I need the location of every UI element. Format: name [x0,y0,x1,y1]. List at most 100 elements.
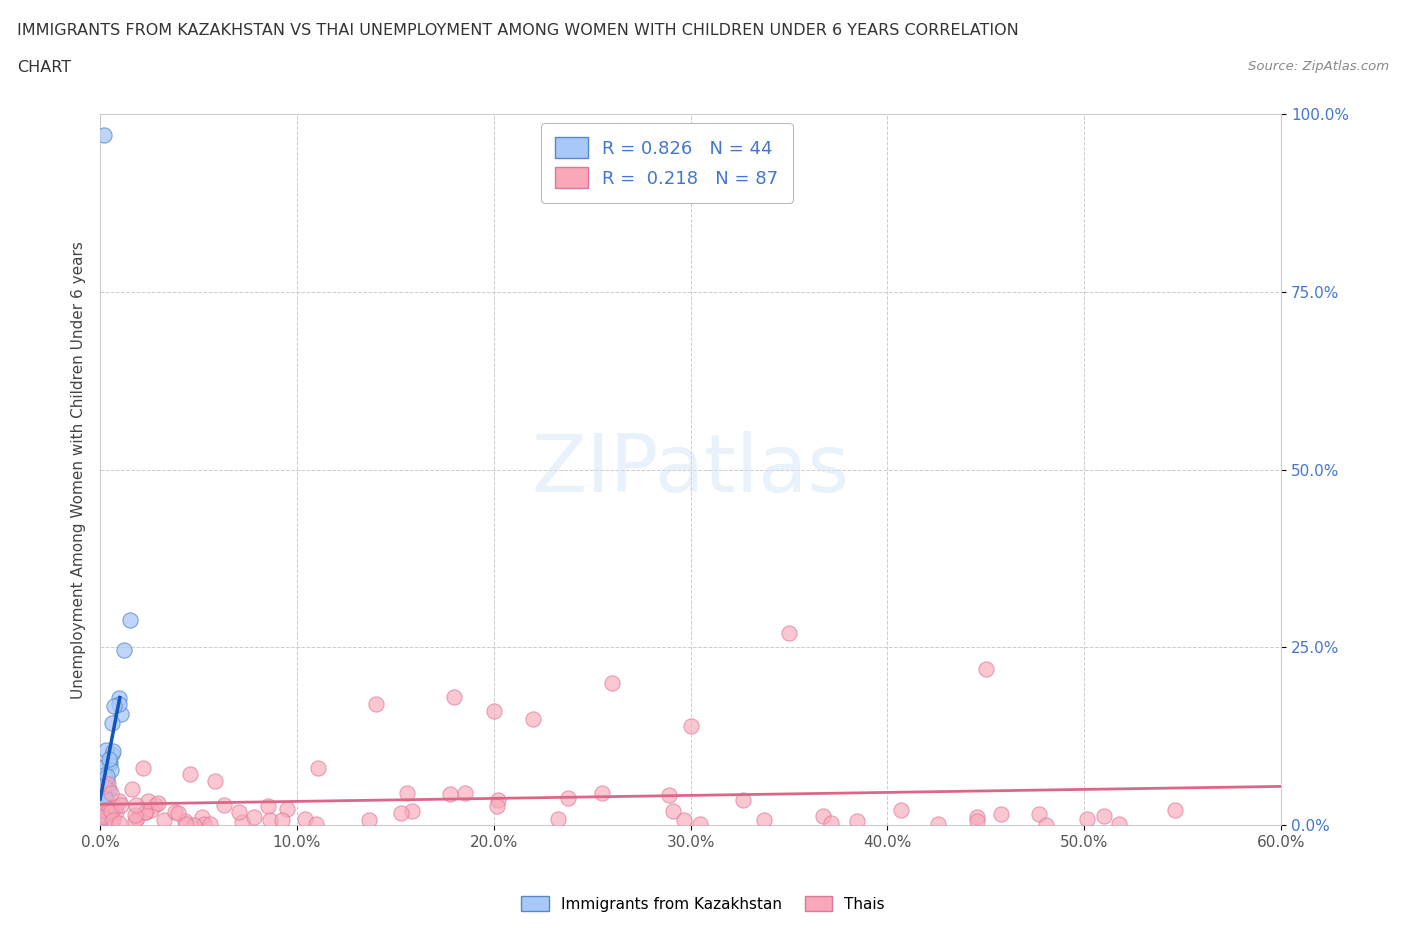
Point [389,806,412,821]
Point [104,804,127,819]
Point [257,798,280,813]
Point [890,803,912,817]
Point [813,809,835,824]
Point [91,795,114,810]
Point [482,704,505,719]
Point [93,778,115,793]
Point [124,814,146,829]
Point [974,661,997,676]
Point [689,817,711,831]
Point [259,813,281,828]
Point [100,816,122,830]
Point [401,804,423,818]
Point [135,804,157,819]
Point [96,773,118,788]
Point [179,766,201,781]
Legend: R = 0.826   N = 44, R =  0.218   N = 87: R = 0.826 N = 44, R = 0.218 N = 87 [541,123,793,203]
Point [522,711,544,726]
Point [307,761,329,776]
Point [276,802,298,817]
Point [104,800,127,815]
Point [103,699,125,714]
Point [1163,803,1185,817]
Text: ZIPatlas: ZIPatlas [531,431,849,509]
Point [672,812,695,827]
Point [1035,817,1057,832]
Point [93,792,115,807]
Point [124,807,146,822]
Point [191,809,214,824]
Point [270,812,292,827]
Point [167,805,190,820]
Point [658,788,681,803]
Point [966,809,988,824]
Point [94,742,117,757]
Point [100,763,122,777]
Point [600,675,623,690]
Point [486,792,509,807]
Point [93,773,115,788]
Point [146,796,169,811]
Point [90,805,112,820]
Point [91,810,114,825]
Point [990,806,1012,821]
Point [94,792,117,807]
Point [176,817,198,831]
Point [94,813,117,828]
Point [139,803,162,817]
Point [97,777,120,791]
Point [557,791,579,806]
Point [152,813,174,828]
Point [1108,817,1130,831]
Point [108,697,131,711]
Point [966,814,988,829]
Point [243,810,266,825]
Point [110,706,132,721]
Point [94,790,117,804]
Point [204,774,226,789]
Point [94,787,117,802]
Point [1092,809,1115,824]
Point [364,697,387,711]
Point [90,811,112,826]
Point [485,799,508,814]
Point [121,781,143,796]
Point [454,786,477,801]
Point [98,755,121,770]
Point [228,804,250,819]
Point [93,759,115,774]
Point [91,808,114,823]
Point [294,811,316,826]
Text: CHART: CHART [17,60,70,75]
Point [100,804,122,818]
Point [93,817,115,832]
Point [91,799,114,814]
Point [91,803,114,817]
Point [778,626,800,641]
Point [100,786,122,801]
Point [97,802,120,817]
Point [396,786,419,801]
Point [200,817,222,831]
Point [443,690,465,705]
Point [96,811,118,826]
Point [97,782,120,797]
Point [752,812,775,827]
Point [93,128,115,143]
Point [97,751,120,766]
Point [101,746,124,761]
Point [679,718,702,733]
Point [108,793,131,808]
Point [101,744,124,759]
Point [125,811,148,826]
Point [94,804,117,819]
Point [193,817,215,831]
Point [124,798,146,813]
Point [94,804,117,819]
Point [131,761,153,776]
Point [108,690,131,705]
Point [120,612,142,627]
Point [183,817,205,832]
Point [212,797,235,812]
Point [90,780,112,795]
